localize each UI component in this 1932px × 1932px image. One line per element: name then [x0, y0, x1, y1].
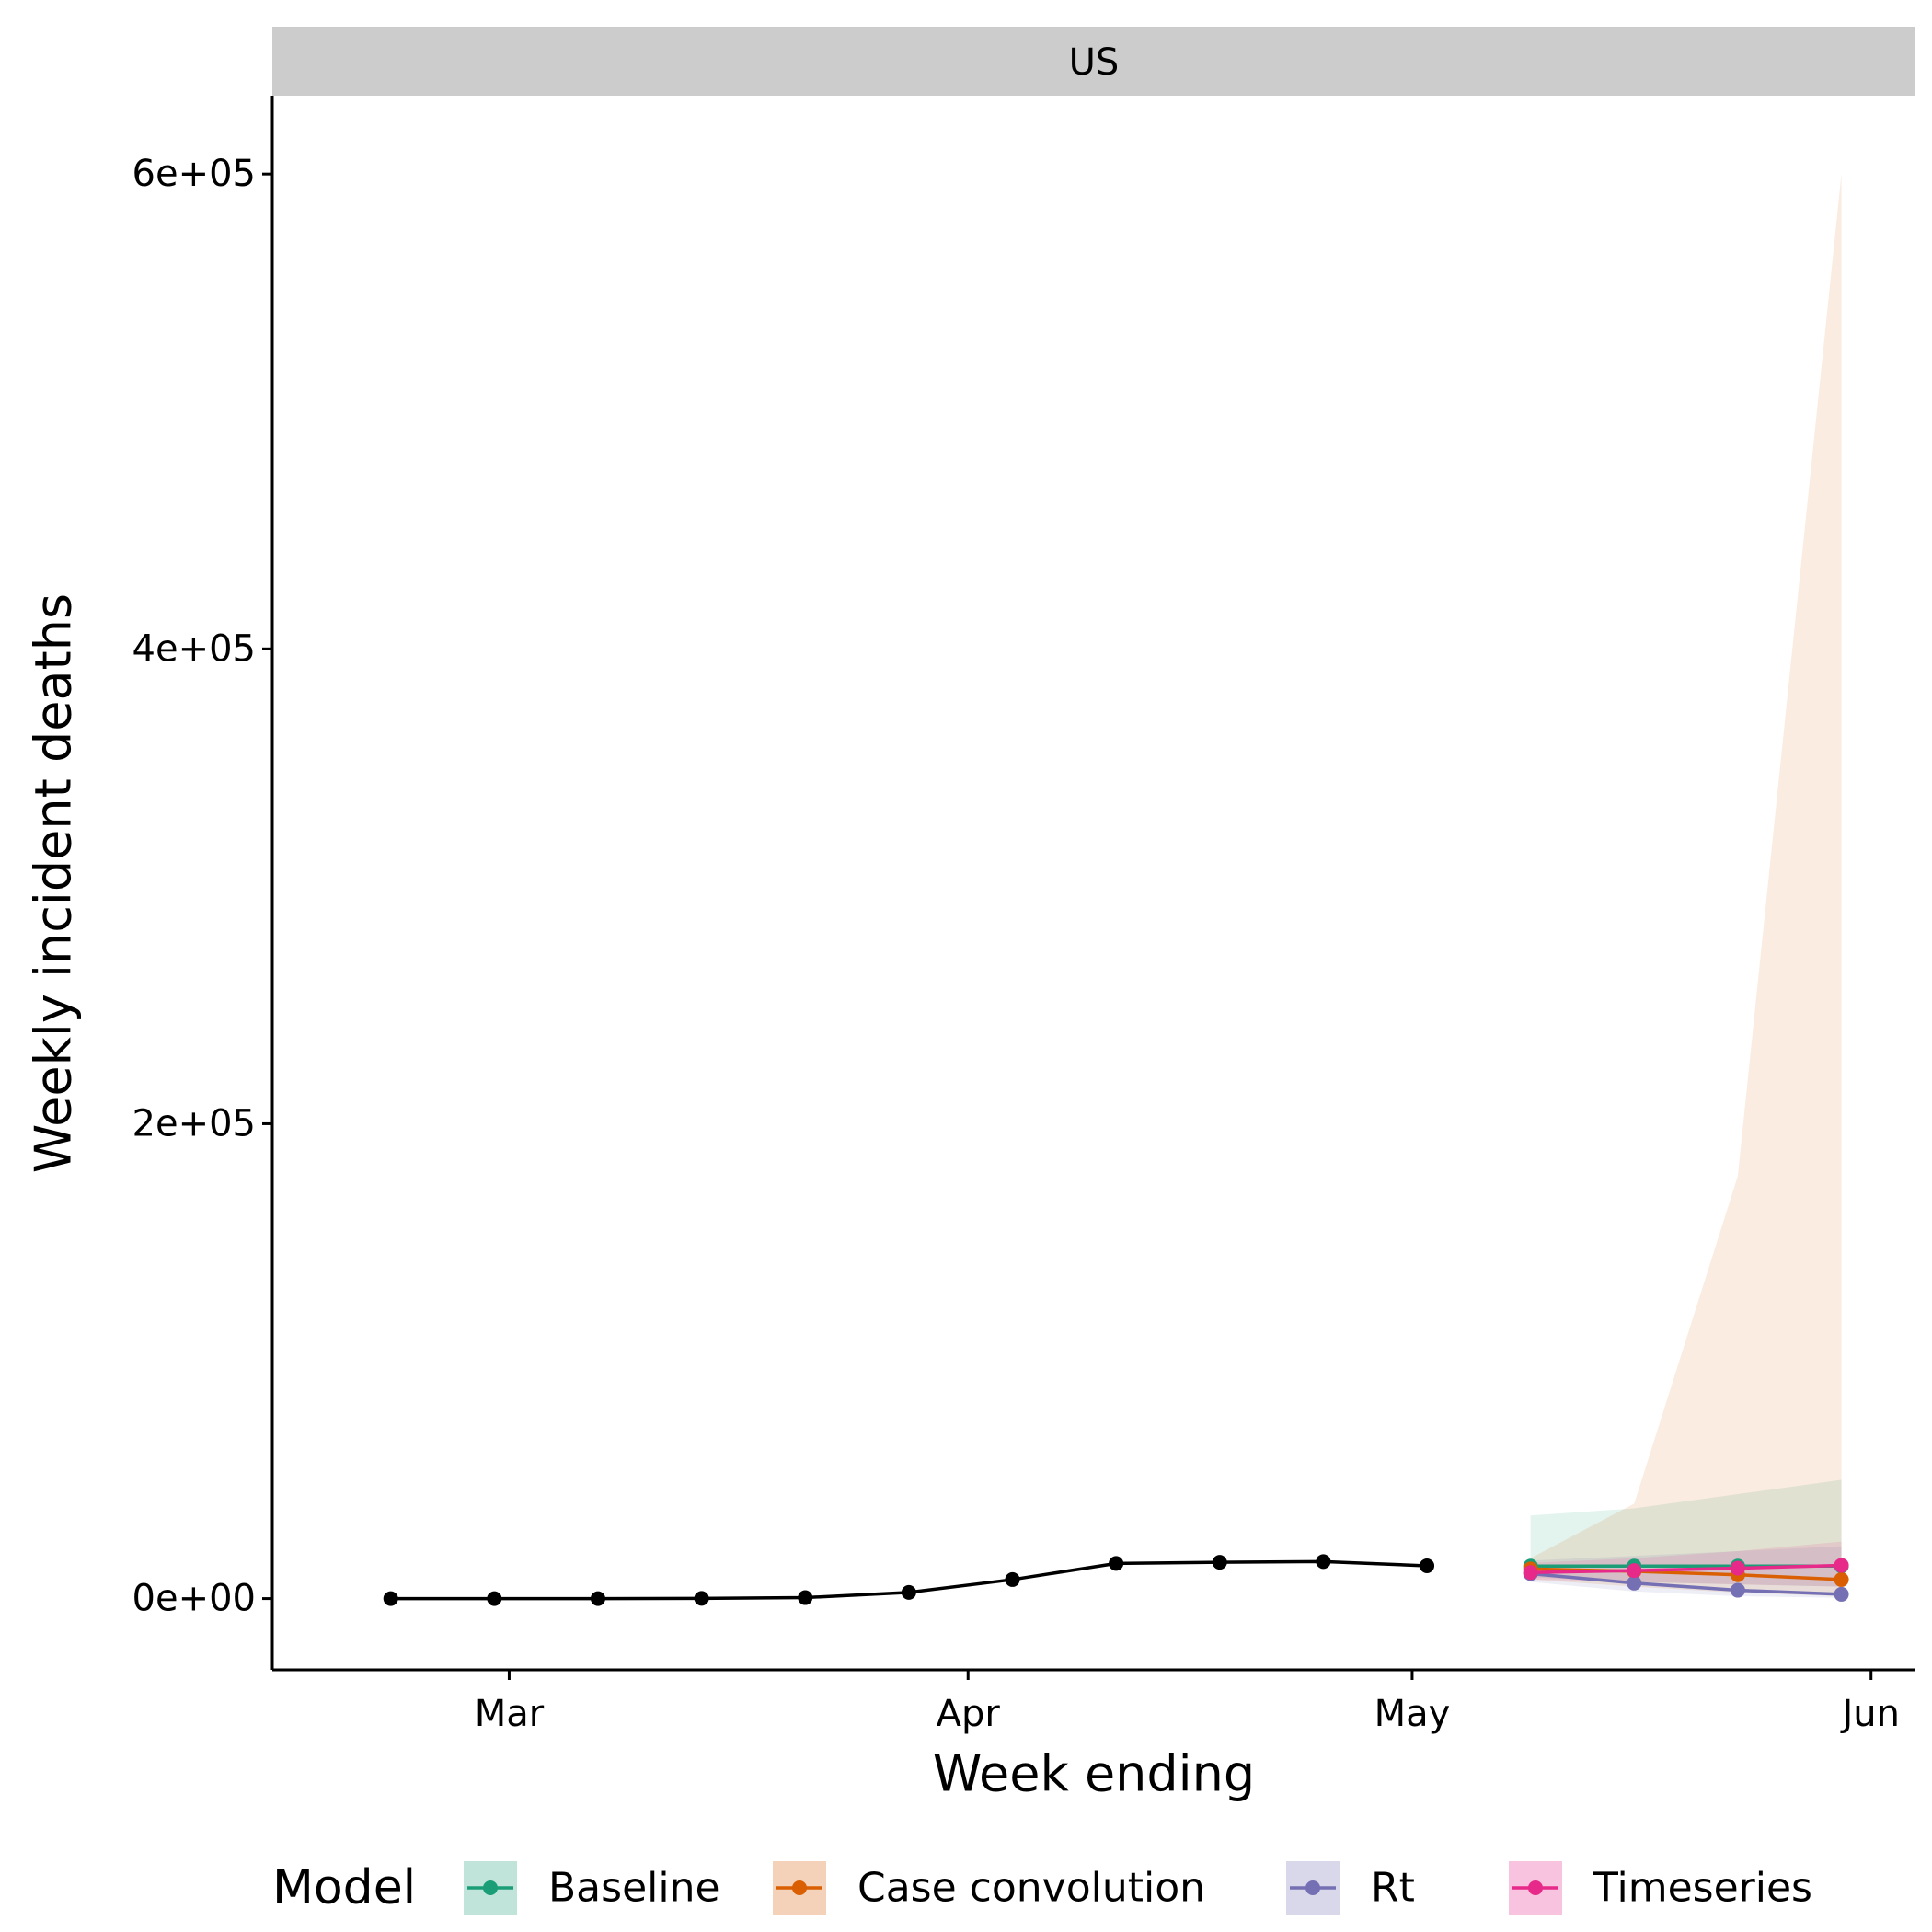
baseline-legend-point: [483, 1880, 498, 1895]
series-points: [383, 1554, 1849, 1606]
y-ticks: 0e+00 2e+05 4e+05 6e+05: [132, 153, 272, 1620]
rt-point: [1627, 1575, 1642, 1591]
observed-point: [590, 1591, 605, 1606]
observed-point: [1212, 1555, 1227, 1570]
y-tick-label: 2e+05: [132, 1102, 256, 1144]
rt-point: [1834, 1586, 1849, 1602]
case-convolution-legend-point: [792, 1880, 807, 1895]
observed-point: [1109, 1556, 1124, 1571]
rt-legend-label: Rt: [1371, 1865, 1415, 1912]
case-convolution-point: [1834, 1571, 1849, 1587]
timeseries-legend-label: Timeseries: [1593, 1865, 1812, 1912]
rt-point: [1730, 1582, 1745, 1598]
legend-title: Model: [272, 1860, 416, 1915]
facet-label: US: [1069, 41, 1120, 84]
rt-legend-point: [1305, 1880, 1320, 1895]
case-convolution-legend-label: Case convolution: [857, 1865, 1205, 1912]
facet-strip: [272, 27, 1915, 96]
y-tick-label: 0e+00: [132, 1578, 256, 1620]
rt-line: [1530, 1571, 1842, 1596]
y-axis-title: Weekly incident deaths: [25, 593, 83, 1173]
observed-point: [798, 1590, 813, 1605]
x-ticks: Mar Apr May Jun: [475, 1670, 1900, 1735]
x-tick-label: Jun: [1839, 1693, 1900, 1735]
observed-point: [383, 1591, 398, 1606]
y-tick-label: 6e+05: [132, 153, 256, 195]
x-axis-title: Week ending: [933, 1745, 1255, 1803]
observed-point: [487, 1591, 502, 1606]
legend: Baseline Case convolution Rt Timeseries: [464, 1861, 1812, 1915]
observed-point: [901, 1584, 916, 1600]
baseline-legend-label: Baseline: [548, 1865, 720, 1912]
timeseries-point: [1627, 1563, 1642, 1579]
baseline-ribbon: [1530, 1479, 1842, 1587]
observed-point: [694, 1591, 709, 1606]
y-tick-label: 4e+05: [132, 627, 256, 670]
timeseries-point: [1730, 1560, 1745, 1576]
observed-point: [1420, 1558, 1435, 1573]
ribbons: [1530, 174, 1842, 1598]
timeseries-legend-point: [1528, 1880, 1543, 1895]
x-tick-label: May: [1374, 1693, 1451, 1735]
observed-point: [1316, 1554, 1331, 1570]
timeseries-point: [1523, 1565, 1538, 1581]
x-tick-label: Apr: [937, 1693, 1001, 1735]
case-convolution-ribbon: [1530, 174, 1842, 1596]
timeseries-line: [1530, 1563, 1842, 1574]
observed-point: [1005, 1571, 1020, 1587]
x-tick-label: Mar: [475, 1693, 545, 1735]
timeseries-point: [1834, 1558, 1849, 1573]
